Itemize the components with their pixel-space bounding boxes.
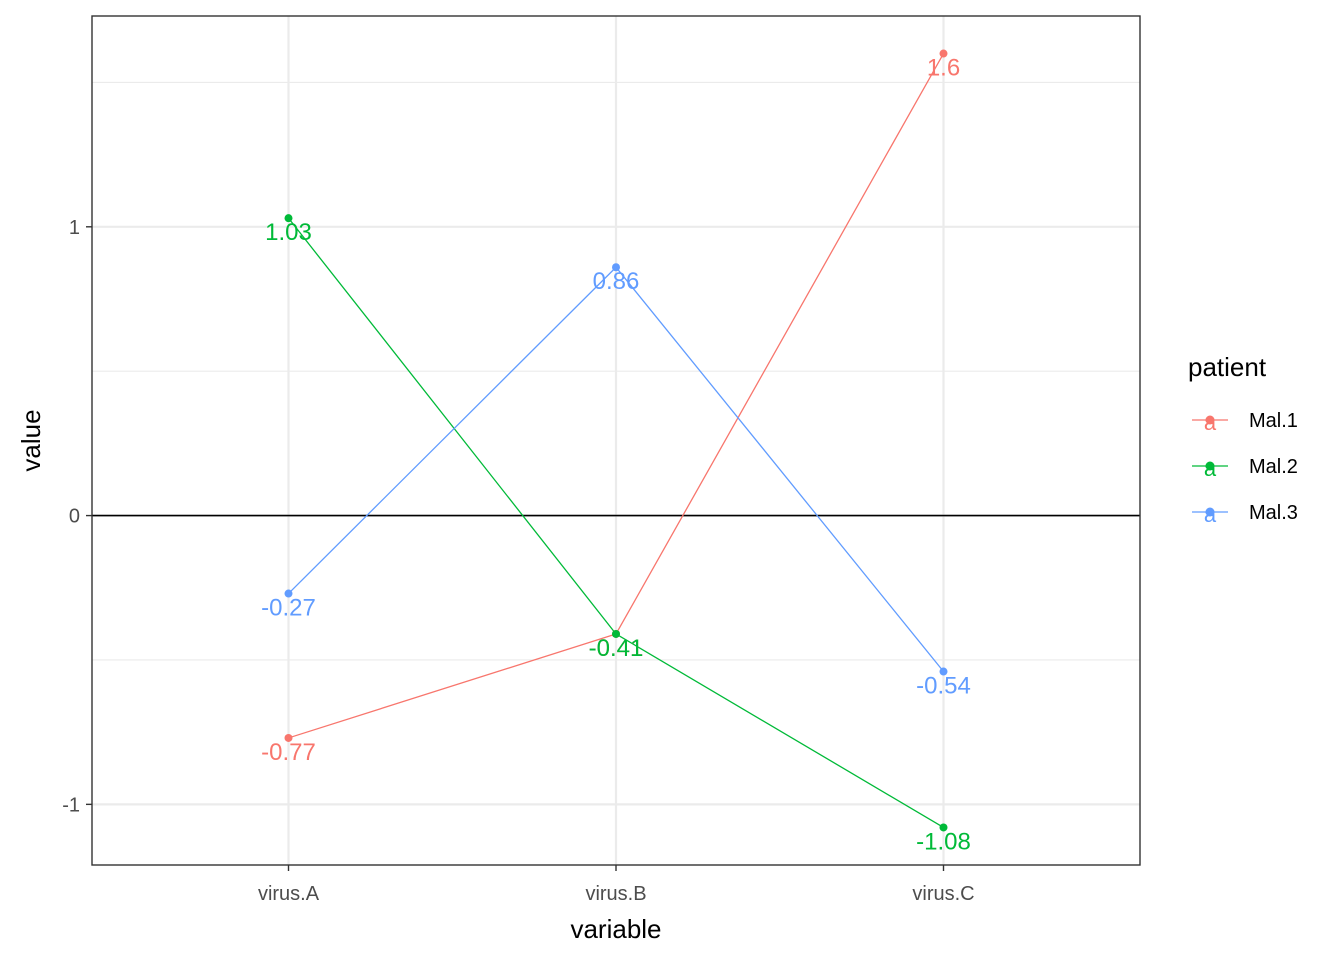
legend-key-point-Mal.3 <box>1205 507 1215 517</box>
data-labels: -0.77-0.411.61.03-0.41-1.08-0.270.86-0.5… <box>261 55 971 856</box>
data-points <box>284 49 948 832</box>
legend-label-Mal.2: Mal.2 <box>1249 456 1298 478</box>
data-label-Mal.1: -0.77 <box>261 739 316 766</box>
legend-label-Mal.3: Mal.3 <box>1249 502 1298 524</box>
data-label-Mal.3: 0.86 <box>593 268 640 295</box>
legend-key-point-Mal.2 <box>1205 461 1215 471</box>
data-point-Mal.3 <box>939 667 948 676</box>
data-point-Mal.3 <box>612 263 620 272</box>
data-point-Mal.2 <box>284 214 293 223</box>
grid <box>92 16 1140 865</box>
legend-key-point-Mal.1 <box>1205 415 1215 425</box>
data-point-Mal.2 <box>939 823 948 832</box>
data-label-Mal.2: 1.03 <box>265 219 312 246</box>
x-axis-title: variable <box>570 914 661 944</box>
y-axis-ticks: -1 0 1 <box>62 217 92 816</box>
y-tick-label: 0 <box>69 506 80 528</box>
data-label-Mal.1: -0.41 <box>589 635 644 662</box>
legend-title: patient <box>1188 352 1267 382</box>
legend-key-glyph-Mal.2: a <box>1204 456 1217 481</box>
data-label-Mal.3: -0.54 <box>916 673 971 700</box>
legend: patient a Mal.1 a Mal.2 a Mal.3 <box>1188 352 1298 527</box>
legend-key-glyph-Mal.3: a <box>1204 502 1217 527</box>
y-tick-label: 1 <box>69 217 80 239</box>
x-tick-label: virus.A <box>258 883 320 905</box>
data-point-Mal.3 <box>284 589 293 598</box>
y-axis-title: value <box>16 409 46 471</box>
legend-label-Mal.1: Mal.1 <box>1249 410 1298 432</box>
x-tick-label: virus.C <box>912 883 974 905</box>
data-label-Mal.3: -0.27 <box>261 595 316 622</box>
data-point-Mal.1 <box>939 49 948 58</box>
x-axis-ticks: virus.A virus.B virus.C <box>258 865 975 905</box>
data-point-Mal.1 <box>284 733 293 742</box>
data-label-Mal.2: -1.08 <box>916 828 971 855</box>
x-tick-label: virus.B <box>585 883 646 905</box>
y-tick-label: -1 <box>62 794 80 816</box>
data-label-Mal.2: -0.41 <box>589 635 644 662</box>
data-label-Mal.1: 1.6 <box>927 55 960 82</box>
legend-items: a Mal.1 a Mal.2 a Mal.3 <box>1192 410 1298 527</box>
legend-key-glyph-Mal.1: a <box>1204 410 1217 435</box>
data-point-Mal.2 <box>612 629 620 638</box>
